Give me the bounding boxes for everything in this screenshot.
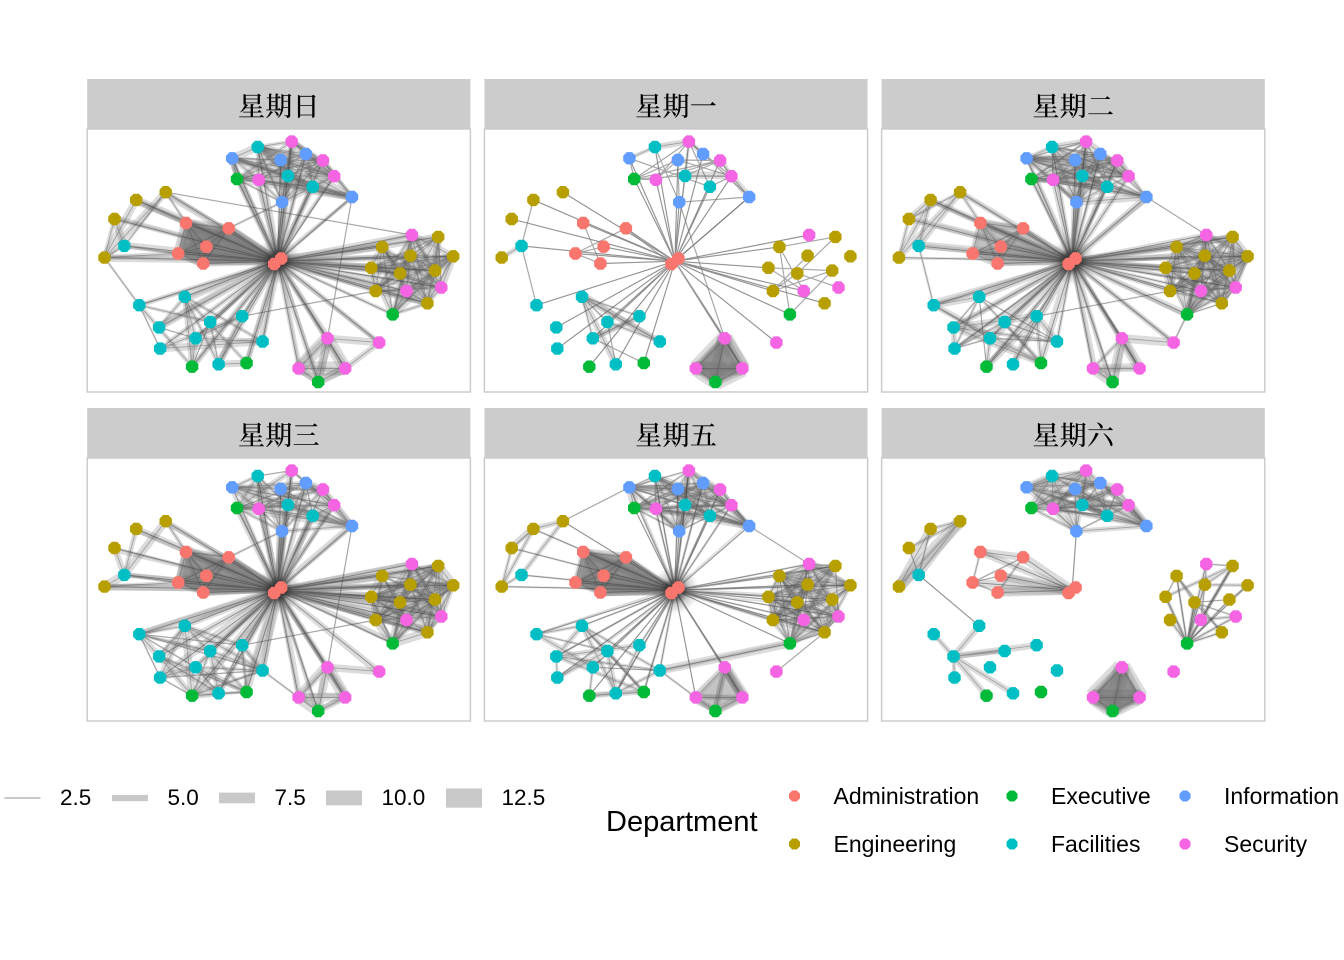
svg-text:Facilities: Facilities [1051,831,1140,857]
svg-text:10.0: 10.0 [382,785,426,810]
svg-text:2.5: 2.5 [60,785,91,810]
svg-text:5.0: 5.0 [168,785,199,810]
svg-text:Department: Department [606,806,758,838]
svg-text:Information Technology: Information Technology [1224,783,1344,809]
svg-text:Security: Security [1224,831,1308,857]
svg-text:7.5: 7.5 [275,785,306,810]
svg-text:Administration: Administration [834,783,980,809]
svg-text:12.5: 12.5 [502,785,546,810]
svg-text:Engineering: Engineering [834,831,957,857]
svg-text:Executive: Executive [1051,783,1151,809]
